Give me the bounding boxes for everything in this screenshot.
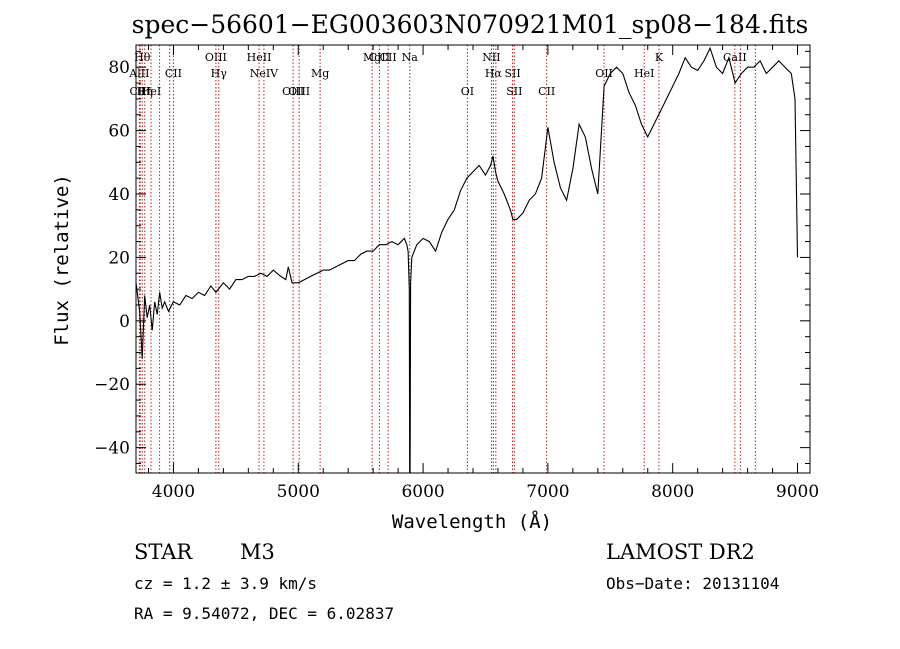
line-marker-label: K bbox=[655, 51, 664, 64]
line-marker-label: NII bbox=[482, 51, 500, 64]
x-tick-label: 4000 bbox=[152, 482, 195, 502]
observation-date: Obs−Date: 20131104 bbox=[606, 574, 780, 593]
object-class: STAR bbox=[134, 540, 193, 564]
line-marker-label: CIII bbox=[130, 85, 151, 98]
line-marker-label: Hθ bbox=[134, 51, 151, 64]
x-tick-label: 9000 bbox=[776, 482, 819, 502]
line-marker-label: CII bbox=[380, 51, 397, 64]
line-marker-label: CaII bbox=[723, 51, 747, 64]
y-axis-label: Flux (relative) bbox=[51, 174, 73, 346]
spectrum-line bbox=[135, 46, 799, 474]
line-marker-label: CIII bbox=[369, 51, 390, 64]
survey-name: LAMOST DR2 bbox=[606, 540, 755, 564]
line-marker-label: AlII bbox=[128, 67, 149, 80]
coordinates: RA = 9.54072, DEC = 6.02837 bbox=[134, 604, 395, 623]
x-tick-label: 8000 bbox=[651, 482, 694, 502]
y-tick-label: 40 bbox=[108, 185, 130, 205]
chart-title: spec−56601−EG003603N070921M01_sp08−184.f… bbox=[132, 10, 809, 39]
line-marker-label: Hγ bbox=[211, 67, 228, 80]
line-marker-label: NeIV bbox=[250, 67, 279, 80]
line-marker-label: Na bbox=[402, 51, 419, 64]
line-marker-label: SII bbox=[506, 85, 522, 98]
y-tick-label: 60 bbox=[108, 122, 130, 142]
object-subclass: M3 bbox=[240, 540, 275, 564]
line-marker-label: HeII bbox=[247, 51, 272, 64]
y-tick-label: −40 bbox=[94, 439, 130, 459]
y-tick-label: 0 bbox=[119, 312, 130, 332]
line-marker-label: HeI bbox=[141, 85, 161, 98]
x-tick-label: 5000 bbox=[277, 482, 320, 502]
line-marker-label: CII bbox=[165, 67, 182, 80]
redshift-value: cz = 1.2 ± 3.9 km/s bbox=[134, 574, 318, 593]
line-marker-label: OIII bbox=[288, 85, 310, 98]
line-marker-label: HeI bbox=[634, 67, 654, 80]
x-tick-label: 6000 bbox=[401, 482, 444, 502]
line-marker-label: OIII bbox=[282, 85, 304, 98]
plot-frame bbox=[135, 44, 811, 474]
y-tick-label: −20 bbox=[94, 375, 130, 395]
y-axis-ticks: −40 −20 0 20 40 60 80 bbox=[94, 50, 810, 464]
line-marker-label: Hα bbox=[485, 67, 503, 80]
spectral-line-labels: HθAlIICIIIHηHeICIIOIIIHγHeIINeIVOIIIOIII… bbox=[128, 51, 746, 98]
line-marker-label: Hη bbox=[137, 85, 153, 98]
x-axis-ticks: 4000 5000 6000 7000 8000 9000 bbox=[147, 45, 819, 502]
line-marker-label: OIII bbox=[205, 51, 227, 64]
line-marker-label: OI bbox=[461, 85, 474, 98]
line-marker-label: Mg bbox=[363, 51, 381, 64]
line-marker-label: Mg bbox=[311, 67, 329, 80]
line-marker-label: SII bbox=[504, 67, 520, 80]
spectral-line-markers bbox=[138, 45, 756, 473]
x-axis-label: Wavelength (Å) bbox=[392, 510, 552, 533]
y-tick-label: 80 bbox=[108, 58, 130, 78]
line-marker-label: CII bbox=[538, 85, 555, 98]
y-tick-label: 20 bbox=[108, 248, 130, 268]
x-tick-label: 7000 bbox=[526, 482, 569, 502]
